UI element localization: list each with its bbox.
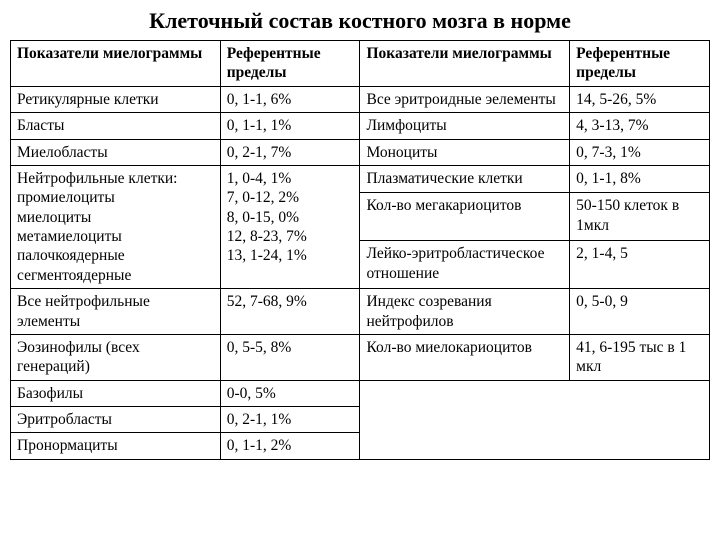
cell-value: 0-0, 5%: [220, 380, 360, 406]
cell-value: 52, 7-68, 9%: [220, 289, 360, 335]
table-row: Все нейтрофильные элементы 52, 7-68, 9% …: [11, 289, 710, 335]
cell-value: 0, 1-1, 6%: [220, 86, 360, 112]
cell-value: 0, 5-0, 9: [570, 289, 710, 335]
cell-name: Эозинофилы (всех генераций): [11, 334, 221, 380]
col-header-right-reference: Референтные пределы: [570, 41, 710, 87]
cell-name: Лейко-эритробластическое отношение: [360, 241, 570, 289]
table-row: Бласты 0, 1-1, 1% Лимфоциты 4, 3-13, 7%: [11, 113, 710, 139]
table-row: Базофилы 0-0, 5%: [11, 380, 710, 406]
cell-name: Кол-во миелокариоцитов: [360, 334, 570, 380]
cell-name: Пронормациты: [11, 433, 221, 459]
cell-name: Бласты: [11, 113, 221, 139]
cell-name: Моноциты: [360, 139, 570, 165]
col-header-right-indicator: Показатели миелограммы: [360, 41, 570, 87]
page: Клеточный состав костного мозга в норме …: [0, 0, 720, 460]
cell-name: Миелобласты: [11, 139, 221, 165]
empty-cell: [360, 380, 710, 459]
cell-value: 0, 2-1, 1%: [220, 407, 360, 433]
cell-value: 0, 7-3, 1%: [570, 139, 710, 165]
cell-value: 0, 2-1, 7%: [220, 139, 360, 165]
cell-value: 41, 6-195 тыс в 1 мкл: [570, 334, 710, 380]
col-header-left-indicator: Показатели миелограммы: [11, 41, 221, 87]
cell-name: Все нейтрофильные элементы: [11, 289, 221, 335]
cell-name: Нейтрофильные клетки: промиелоциты миело…: [11, 165, 221, 288]
cell-name: Индекс созревания нейтрофилов: [360, 289, 570, 335]
cell-value: 0, 5-5, 8%: [220, 334, 360, 380]
page-title: Клеточный состав костного мозга в норме: [10, 8, 710, 34]
cell-name: Все эритроидные эелементы: [360, 86, 570, 112]
cell-value: 0, 1-1, 1%: [220, 113, 360, 139]
table-row: Нейтрофильные клетки: промиелоциты миело…: [11, 165, 710, 193]
cell-name: Эритробласты: [11, 407, 221, 433]
table-header-row: Показатели миелограммы Референтные преде…: [11, 41, 710, 87]
cell-value: 0, 1-1, 2%: [220, 433, 360, 459]
cell-value: 0, 1-1, 8%: [570, 165, 710, 193]
myelogram-table: Показатели миелограммы Референтные преде…: [10, 40, 710, 460]
table-row: Эозинофилы (всех генераций) 0, 5-5, 8% К…: [11, 334, 710, 380]
cell-name: Плазматические клетки: [360, 165, 570, 193]
cell-value: 4, 3-13, 7%: [570, 113, 710, 139]
cell-value: 14, 5-26, 5%: [570, 86, 710, 112]
cell-name: Кол-во мегакариоцитов: [360, 193, 570, 241]
cell-value: 1, 0-4, 1% 7, 0-12, 2% 8, 0-15, 0% 12, 8…: [220, 165, 360, 288]
table-row: Ретикулярные клетки 0, 1-1, 6% Все эритр…: [11, 86, 710, 112]
cell-value: 50-150 клеток в 1мкл: [570, 193, 710, 241]
cell-name: Ретикулярные клетки: [11, 86, 221, 112]
cell-name: Лимфоциты: [360, 113, 570, 139]
col-header-left-reference: Референтные пределы: [220, 41, 360, 87]
cell-name: Базофилы: [11, 380, 221, 406]
table-row: Миелобласты 0, 2-1, 7% Моноциты 0, 7-3, …: [11, 139, 710, 165]
cell-value: 2, 1-4, 5: [570, 241, 710, 289]
